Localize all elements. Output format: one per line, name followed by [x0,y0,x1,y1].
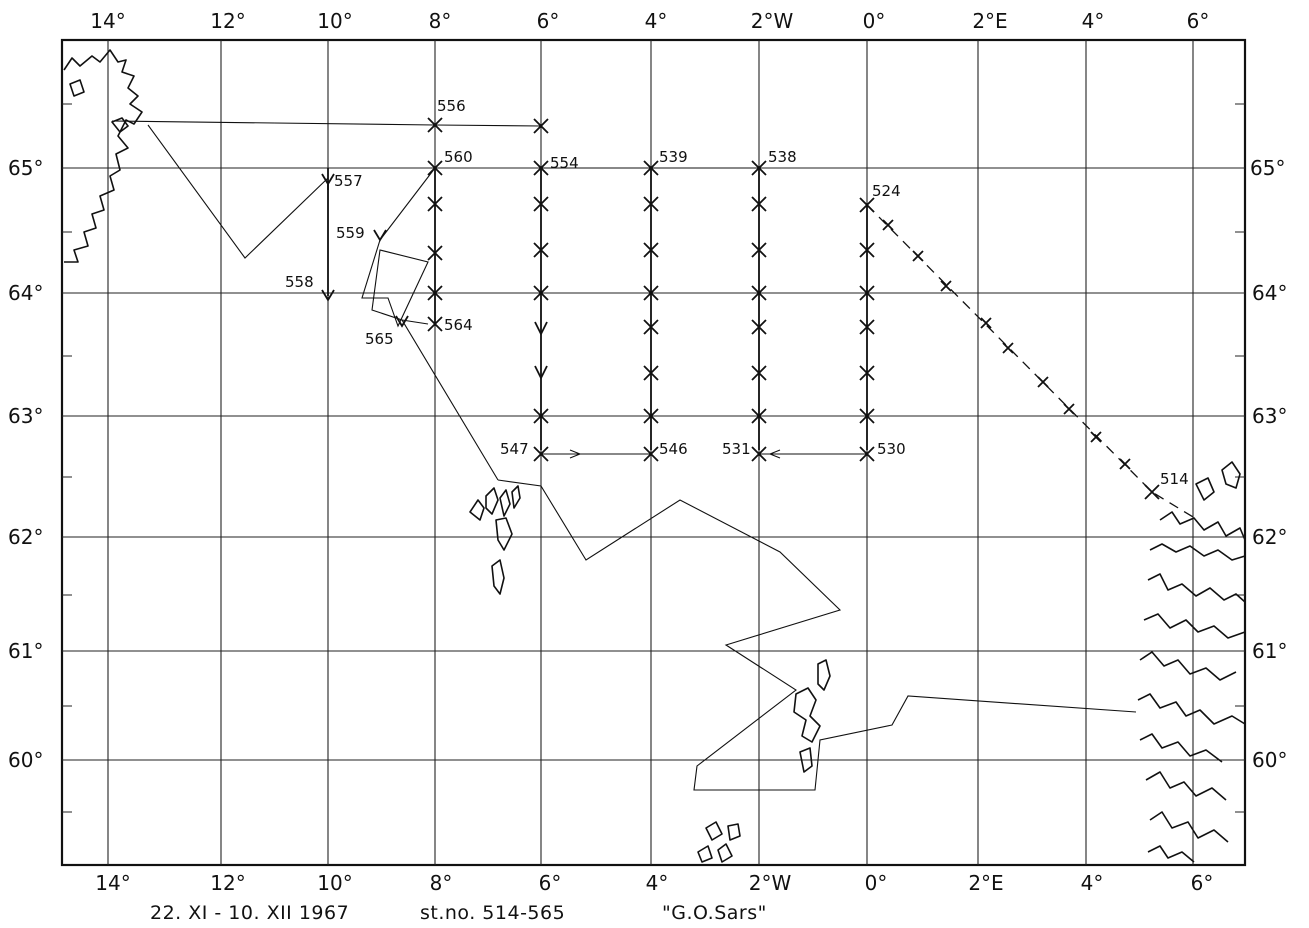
lon-label-bottom: 4° [646,871,669,895]
lat-label-left: 60° [8,748,43,772]
lon-label-bottom: 14° [95,871,130,895]
lon-label-bottom: 12° [210,871,245,895]
lon-label-top: 4° [645,9,668,33]
station-labels: 556 560 554 539 538 557 524 559 558 565 … [285,97,1189,488]
lat-label-left: 63° [8,404,43,428]
coastline-faroe [469,485,521,595]
lon-label-bottom: 6° [539,871,562,895]
station-label: 530 [877,440,906,458]
station-label: 557 [334,172,363,190]
station-label: 531 [722,440,751,458]
station-markers [321,117,1160,500]
coastline-orkney [697,821,741,863]
caption-vessel: "G.O.Sars" [662,902,767,924]
station-label: 539 [659,148,688,166]
station-label: 546 [659,440,688,458]
lon-label-bottom: 4° [1081,871,1104,895]
map-caption: 22. XI - 10. XII 1967 st.no. 514-565 "G.… [150,902,767,924]
station-label: 558 [285,273,314,291]
cruise-track [111,120,1199,791]
lat-label-left: 65° [8,156,43,180]
lat-label-right: 61° [1252,639,1287,663]
map-frame [60,38,1247,867]
lon-label-bottom: 2°W [749,871,792,895]
lat-label-left: 61° [8,639,43,663]
lon-label-top: 8° [429,9,452,33]
station-label: 554 [550,154,579,172]
lat-label-left: 64° [8,281,43,305]
lon-label-top: 4° [1082,9,1105,33]
lon-label-top: 10° [317,9,352,33]
lon-label-top: 2°E [972,9,1007,33]
coastline-norway [1137,461,1246,863]
station-label: 556 [437,97,466,115]
lon-label-bottom: 2°E [968,871,1003,895]
lat-label-right: 64° [1252,281,1287,305]
station-label: 538 [768,148,797,166]
lon-label-top: 6° [1187,9,1210,33]
lon-label-top: 2°W [751,9,794,33]
lon-label-top: 12° [210,9,245,33]
lon-label-bottom: 10° [317,871,352,895]
station-label: 564 [444,316,473,334]
lat-label-right: 63° [1252,404,1287,428]
caption-dates: 22. XI - 10. XII 1967 [150,902,349,924]
station-label: 547 [500,440,529,458]
lat-label-right: 62° [1252,525,1287,549]
station-label: 559 [336,224,365,242]
coastline-iceland [63,49,143,263]
latitude-labels-left: 65° 64° 63° 62° 61° 60° [8,156,43,772]
lat-label-right: 65° [1250,156,1285,180]
coastline-shetland [793,659,831,773]
lon-label-bottom: 0° [865,871,888,895]
longitude-labels-bottom: 14° 12° 10° 8° 6° 4° 2°W 0° 2°E 4° 6° [95,871,1213,895]
lon-label-bottom: 6° [1191,871,1214,895]
lon-label-top: 0° [863,9,886,33]
caption-stations: st.no. 514-565 [420,902,565,924]
latitude-labels-right: 65° 64° 63° 62° 61° 60° [1250,156,1287,772]
station-label: 560 [444,148,473,166]
lon-label-top: 6° [537,9,560,33]
lat-label-left: 62° [8,525,43,549]
station-label: 524 [872,182,901,200]
lat-label-right: 60° [1252,748,1287,772]
station-label: 514 [1160,470,1189,488]
station-label: 565 [365,330,394,348]
longitude-labels-top: 14° 12° 10° 8° 6° 4° 2°W 0° 2°E 4° 6° [90,9,1209,33]
lon-label-top: 14° [90,9,125,33]
lon-label-bottom: 8° [430,871,453,895]
